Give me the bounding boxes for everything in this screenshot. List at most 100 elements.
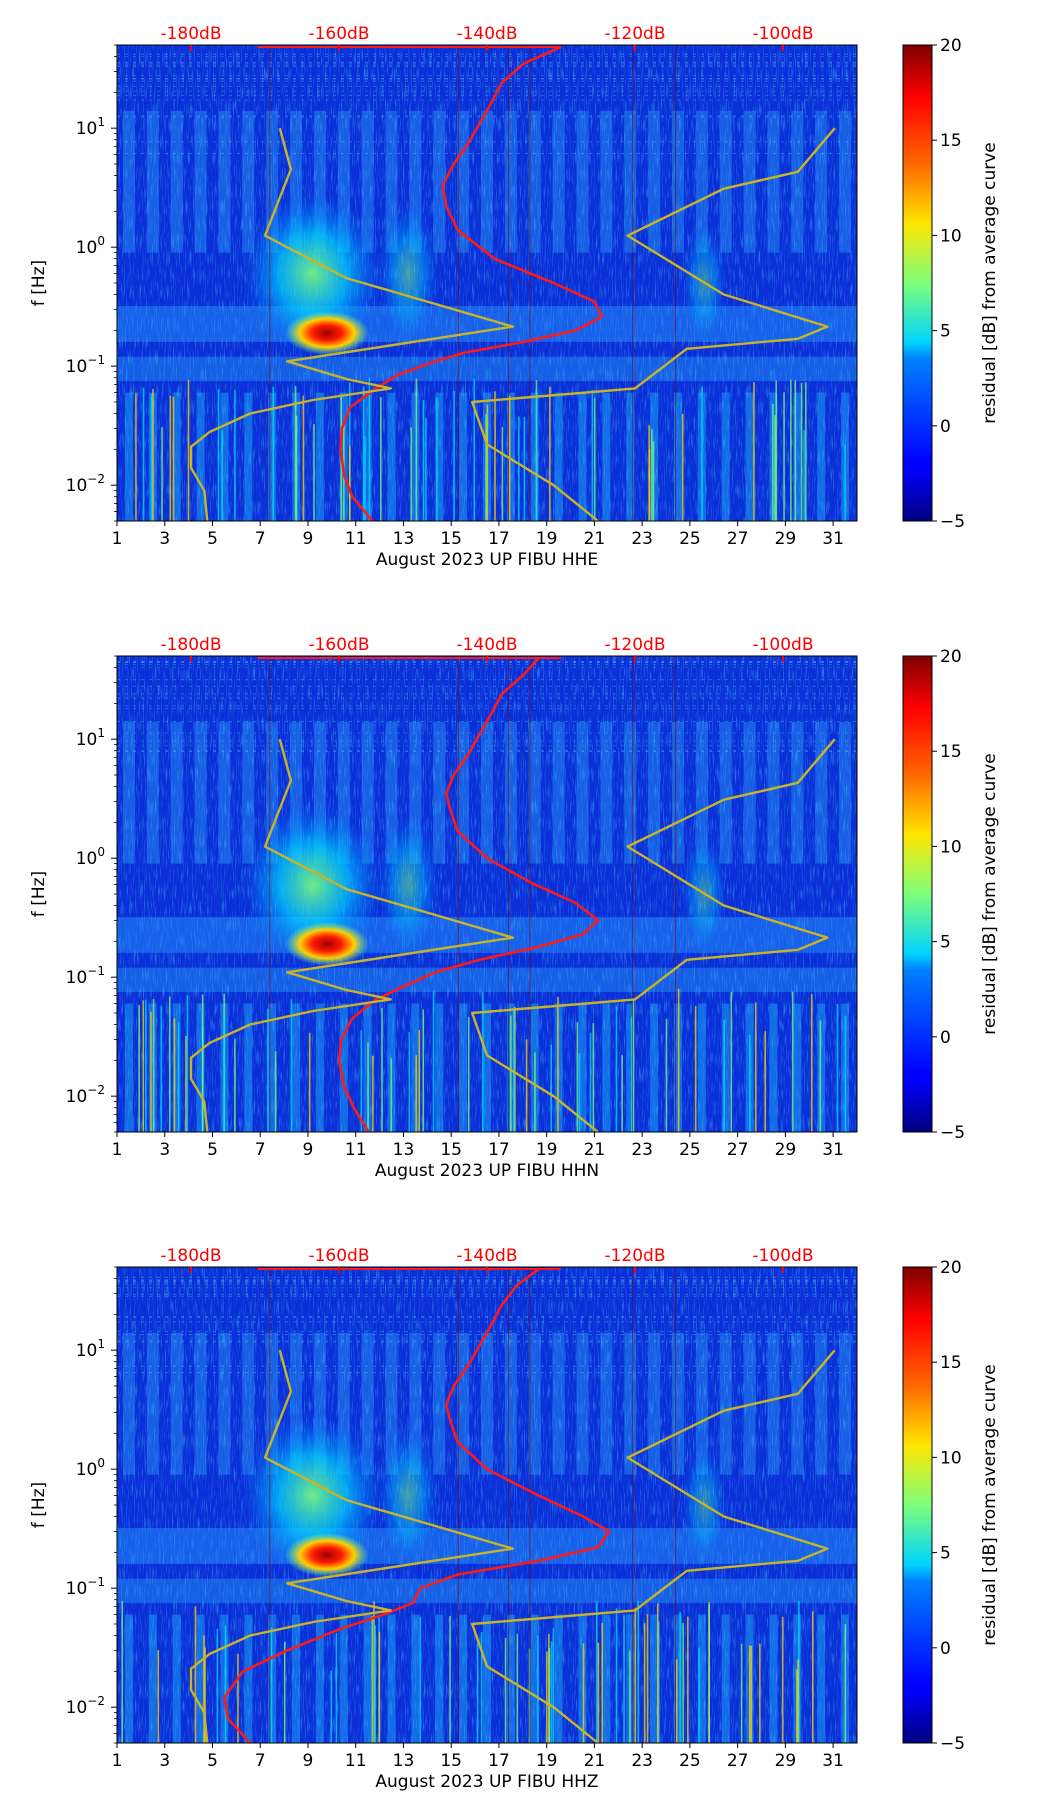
daily-streak bbox=[528, 110, 541, 253]
colorbar-tick-label: 10 bbox=[940, 837, 962, 857]
storm-hotspot bbox=[285, 311, 370, 356]
daily-streak bbox=[695, 1332, 708, 1475]
colorbar-tick-label: −5 bbox=[940, 1734, 965, 1754]
daily-streak bbox=[863, 111, 875, 253]
longperiod-streak bbox=[124, 392, 133, 521]
colorbar-gradient bbox=[902, 44, 933, 522]
daily-streak bbox=[552, 1332, 565, 1475]
event-glow bbox=[378, 814, 439, 955]
longperiod-streak bbox=[292, 1003, 301, 1132]
daily-streak bbox=[600, 721, 613, 864]
daily-streak bbox=[194, 721, 207, 864]
daily-streak bbox=[218, 721, 231, 864]
daily-streak bbox=[648, 110, 661, 253]
daily-streak bbox=[695, 721, 708, 864]
x-tick-label: 19 bbox=[536, 1140, 558, 1160]
x-tick-label: 27 bbox=[727, 1140, 749, 1160]
longperiod-streak bbox=[196, 1614, 205, 1743]
colorbar-tick-label: 5 bbox=[940, 322, 951, 342]
longperiod-streak bbox=[244, 392, 253, 521]
daily-streak bbox=[695, 110, 708, 253]
longperiod-streak bbox=[411, 1614, 420, 1743]
x-tick-label: 5 bbox=[207, 1140, 218, 1160]
daily-streak bbox=[481, 110, 493, 253]
longperiod-streak bbox=[769, 1003, 778, 1132]
storm-glow bbox=[242, 804, 383, 965]
longperiod-streak bbox=[124, 1614, 133, 1743]
x-tick-label: 1 bbox=[112, 529, 123, 549]
daily-streak bbox=[600, 1332, 613, 1475]
longperiod-streak bbox=[172, 392, 181, 521]
colorbar-tick-label: 0 bbox=[940, 1028, 951, 1048]
microseism-band bbox=[117, 306, 857, 342]
longperiod-streak bbox=[602, 1614, 611, 1743]
plot-area bbox=[117, 656, 857, 1132]
colorbar-tick-label: 5 bbox=[940, 933, 951, 953]
colorbar-label: residual [dB] from average curve bbox=[980, 142, 1000, 423]
daily-streak bbox=[624, 110, 637, 253]
daily-streak bbox=[433, 110, 446, 253]
longperiod-streak bbox=[530, 392, 539, 521]
y-tick-label: 10−1 bbox=[66, 1575, 105, 1599]
longperiod-streak bbox=[220, 1614, 229, 1743]
average-psd-curve bbox=[337, 657, 600, 1132]
x-tick-label: 17 bbox=[488, 1140, 510, 1160]
daily-streak bbox=[719, 110, 732, 253]
longperiod-streak bbox=[172, 1614, 181, 1743]
longperiod-streak bbox=[793, 1003, 802, 1132]
longperiod-streak bbox=[268, 392, 277, 521]
x-tick-label: 25 bbox=[679, 529, 701, 549]
x-tick-label: 23 bbox=[631, 529, 653, 549]
longperiod-streak bbox=[339, 1614, 348, 1743]
colorbar: 20 15 10 5 0 −5 residual [dB] from average cur… bbox=[902, 36, 1000, 532]
y-tick-label: 10−2 bbox=[66, 1083, 105, 1107]
top-tick-label: -160dB bbox=[308, 24, 369, 44]
daily-streak bbox=[576, 110, 589, 253]
daily-streak bbox=[504, 110, 517, 253]
x-tick-label: 19 bbox=[536, 529, 558, 549]
longperiod-streak bbox=[339, 1003, 348, 1132]
daily-streak bbox=[791, 110, 804, 253]
nlnm-curve bbox=[189, 127, 515, 521]
longperiod-streak bbox=[697, 1003, 706, 1132]
daily-streak bbox=[767, 110, 780, 253]
microseism-band bbox=[117, 1528, 857, 1564]
secondary-band bbox=[117, 1578, 857, 1604]
top-tick-label: -180dB bbox=[160, 24, 221, 44]
daily-streak bbox=[242, 1332, 255, 1475]
colorbar-tick-label: 15 bbox=[940, 1353, 962, 1373]
longperiod-streak bbox=[435, 1614, 444, 1743]
longperiod-streak bbox=[865, 1615, 873, 1743]
colorbar-label: residual [dB] from average curve bbox=[980, 1364, 1000, 1645]
daily-streak bbox=[719, 1332, 732, 1475]
longperiod-streak bbox=[483, 1003, 491, 1132]
x-tick-label: 29 bbox=[775, 1751, 797, 1771]
x-tick-label: 29 bbox=[775, 1140, 797, 1160]
longperiod-streak bbox=[578, 392, 587, 521]
longperiod-streak bbox=[602, 392, 611, 521]
longperiod-streak bbox=[387, 392, 396, 521]
x-tick-label: 17 bbox=[488, 529, 510, 549]
x-axis-label: August 2023 UP FIBU HHE bbox=[376, 550, 598, 570]
x-tick-label: 9 bbox=[303, 1140, 314, 1160]
longperiod-streak bbox=[721, 1614, 730, 1743]
longperiod-streak bbox=[363, 1614, 372, 1743]
x-tick-label: 7 bbox=[255, 1751, 266, 1771]
x-tick-label: 27 bbox=[727, 1751, 749, 1771]
x-tick-label: 15 bbox=[440, 1140, 462, 1160]
colorbar-tick-label: −5 bbox=[940, 1123, 965, 1143]
longperiod-streak bbox=[124, 1003, 133, 1132]
plot-area bbox=[117, 1267, 873, 1743]
longperiod-streak bbox=[602, 1003, 611, 1132]
daily-streak bbox=[433, 721, 446, 864]
daily-streak bbox=[624, 721, 637, 864]
microseism-band bbox=[117, 917, 857, 953]
daily-streak bbox=[361, 110, 374, 253]
longperiod-streak bbox=[626, 392, 635, 521]
daily-streak bbox=[839, 1332, 852, 1475]
longperiod-streak bbox=[196, 1003, 205, 1132]
longperiod-streak bbox=[483, 1614, 491, 1743]
colorbar-tick-label: 0 bbox=[940, 1639, 951, 1659]
longperiod-streak bbox=[459, 1614, 468, 1743]
top-tick-label: -100dB bbox=[752, 635, 813, 655]
